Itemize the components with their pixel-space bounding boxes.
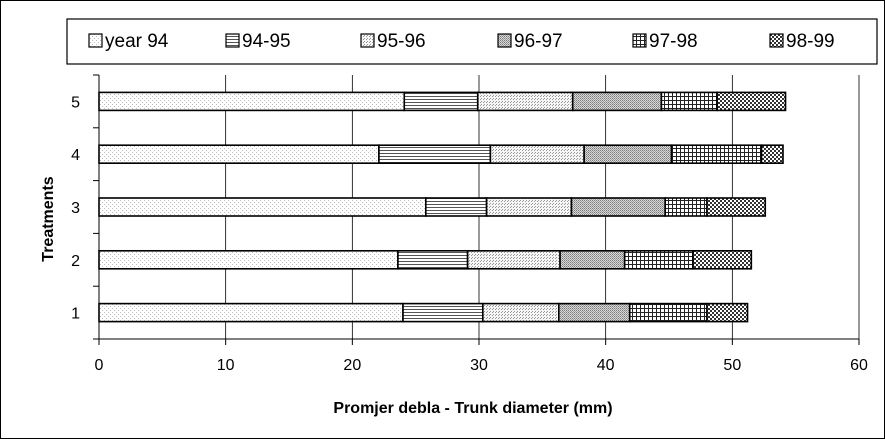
bar-segment-t2-s0 (98, 250, 399, 270)
legend-label-1: 94-95 (242, 31, 291, 52)
bar-segment-t2-s3 (559, 250, 626, 270)
bar-segment-t3-s3 (570, 197, 667, 217)
legend-swatch-4 (632, 33, 647, 48)
y-tick-label-4: 4 (71, 147, 80, 164)
legend: year 94 94-95 95-96 96-97 97-98 98-99 (88, 31, 835, 52)
x-tick-label-30: 30 (470, 357, 488, 374)
bar-segment-t4-s4 (670, 144, 763, 164)
x-tick-label-20: 20 (343, 357, 361, 374)
bar-segment-t4-s0 (98, 144, 380, 164)
y-tick-label-3: 3 (71, 200, 80, 217)
x-tick-label-50: 50 (723, 357, 741, 374)
bar-segment-t5-s0 (98, 91, 406, 112)
y-tick-label-5: 5 (71, 94, 80, 111)
bar-segment-t5-s3 (571, 91, 663, 112)
y-tick-label-2: 2 (71, 253, 80, 270)
y-axis-label: Treatments (40, 176, 57, 261)
legend-label-0: year 94 (105, 31, 169, 52)
x-tick-label-40: 40 (597, 357, 615, 374)
bar-segment-t3-s4 (664, 197, 708, 217)
bar-segment-t2-s4 (623, 250, 694, 270)
legend-swatch-2 (360, 33, 375, 48)
x-tick-label-60: 60 (850, 357, 868, 374)
bar-segment-t5-s2 (476, 91, 574, 112)
x-axis-label: Promjer debla - Trunk diameter (mm) (333, 400, 612, 417)
bars (98, 91, 787, 323)
bar-segment-t2-s5 (692, 250, 753, 270)
legend-box (66, 18, 878, 65)
bar-segment-t5-s5 (716, 91, 787, 112)
bar-segment-t2-s1 (397, 250, 469, 270)
bar-segment-t3-s2 (485, 197, 573, 217)
x-tick-label-10: 10 (217, 357, 235, 374)
legend-label-4: 97-98 (649, 31, 698, 52)
bar-segment-t5-s4 (660, 91, 718, 112)
bar-segment-t3-s0 (98, 197, 427, 217)
x-tick-label-0: 0 (95, 357, 104, 374)
legend-label-5: 98-99 (786, 31, 835, 52)
bar-segment-t4-s5 (760, 144, 784, 164)
legend-label-3: 96-97 (514, 31, 563, 52)
bar-segment-t4-s1 (378, 144, 492, 164)
bar-segment-t1-s0 (98, 302, 404, 323)
axes: 0 10 20 30 40 50 60 1 2 3 4 5 (71, 74, 868, 374)
legend-swatch-0 (88, 33, 103, 48)
legend-label-2: 95-96 (377, 31, 426, 52)
bar-segment-t1-s2 (481, 302, 560, 323)
y-tick-label-1: 1 (71, 306, 80, 323)
bar-segment-t4-s3 (583, 144, 673, 164)
legend-swatch-5 (769, 33, 784, 48)
bar-segment-t1-s3 (557, 302, 631, 323)
legend-swatch-3 (497, 33, 512, 48)
bar-segment-t2-s2 (466, 250, 561, 270)
bar-segment-t1-s4 (628, 302, 708, 323)
bar-segment-t1-s1 (402, 302, 484, 323)
bar-segment-t3-s5 (706, 197, 767, 217)
bar-segment-t3-s1 (424, 197, 488, 217)
bar-segment-t5-s1 (403, 91, 479, 112)
bar-segment-t4-s2 (489, 144, 585, 164)
legend-swatch-1 (225, 33, 240, 48)
bar-segment-t1-s5 (706, 302, 749, 323)
